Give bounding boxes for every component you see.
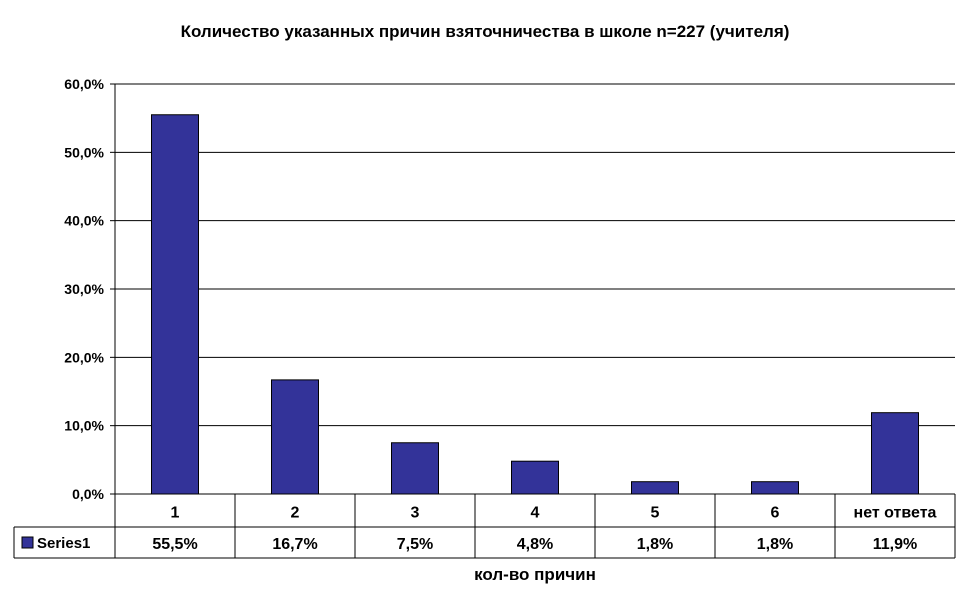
bar [391, 442, 439, 495]
bar [871, 412, 919, 495]
data-table-value: 1,8% [637, 536, 673, 553]
x-tick-label: нет ответа [854, 505, 937, 522]
data-table-value: 1,8% [757, 536, 793, 553]
bars [151, 114, 919, 495]
bar [511, 460, 559, 495]
data-table-value: 55,5% [152, 536, 197, 553]
y-tick-label: 40,0% [64, 213, 104, 229]
x-tick-label: 3 [411, 505, 420, 522]
x-tick-label: 1 [171, 505, 180, 522]
bar [751, 481, 799, 495]
data-table-value: 11,9% [873, 536, 917, 553]
data-table-value: 4,8% [517, 536, 553, 553]
x-tick-label: 5 [651, 505, 660, 522]
bar [271, 379, 319, 495]
bar [631, 481, 679, 495]
bar [151, 114, 199, 495]
y-tick-label: 50,0% [64, 144, 104, 160]
legend-swatch [21, 536, 34, 549]
x-tick-label: 6 [771, 505, 780, 522]
y-tick-label: 30,0% [64, 281, 104, 297]
y-tick-label: 20,0% [64, 349, 104, 365]
legend-label: Series1 [37, 535, 90, 552]
gridlines [115, 83, 955, 427]
y-tick-label: 10,0% [64, 418, 104, 434]
x-axis-label: кол-во причин [474, 565, 596, 584]
chart-title: Количество указанных причин взяточничест… [180, 22, 790, 41]
x-tick-label: 2 [291, 505, 300, 522]
data-table: 1 55,5% 2 16,7% 3 7,5% 4 4,8% 5 1,8% 6 1,8% нет отве… [13, 494, 956, 559]
y-tick-label: 0,0% [72, 486, 104, 502]
x-tick-label: 4 [531, 505, 540, 522]
data-table-value: 16,7% [272, 536, 317, 553]
data-table-value: 7,5% [397, 536, 433, 553]
axes: 0,0% 10,0% 20,0% 30,0% 40,0% 50,0% 60,0% [64, 76, 955, 558]
y-tick-label: 60,0% [64, 76, 104, 92]
